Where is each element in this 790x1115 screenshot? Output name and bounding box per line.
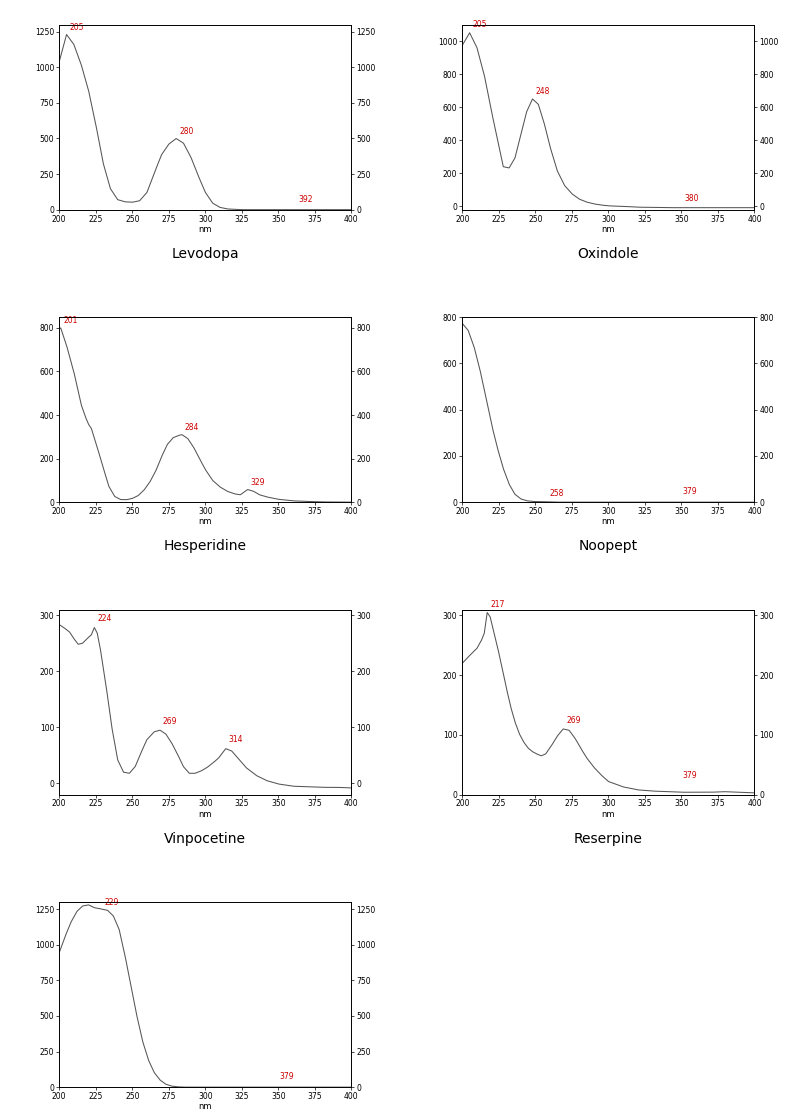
Text: 205: 205 xyxy=(70,22,84,31)
Text: 269: 269 xyxy=(163,717,178,726)
Text: 380: 380 xyxy=(684,194,699,203)
Text: 379: 379 xyxy=(280,1073,295,1082)
Text: 248: 248 xyxy=(536,87,550,96)
Text: 201: 201 xyxy=(64,317,78,326)
Text: 379: 379 xyxy=(683,486,698,496)
Text: 269: 269 xyxy=(566,716,581,726)
X-axis label: nm: nm xyxy=(198,1103,212,1112)
Text: 329: 329 xyxy=(250,478,265,487)
Text: 217: 217 xyxy=(490,600,505,609)
Text: 314: 314 xyxy=(228,735,243,744)
Text: Noopept: Noopept xyxy=(579,540,638,553)
X-axis label: nm: nm xyxy=(602,809,615,818)
Text: 229: 229 xyxy=(104,898,119,906)
Text: Oxindole: Oxindole xyxy=(577,246,639,261)
Text: Levodopa: Levodopa xyxy=(171,246,239,261)
Text: Reserpine: Reserpine xyxy=(574,832,643,845)
Text: 284: 284 xyxy=(185,423,199,432)
X-axis label: nm: nm xyxy=(198,517,212,526)
X-axis label: nm: nm xyxy=(602,517,615,526)
Text: Vinpocetine: Vinpocetine xyxy=(164,832,246,845)
X-axis label: nm: nm xyxy=(198,225,212,234)
Text: 280: 280 xyxy=(179,127,194,136)
Text: Hesperidine: Hesperidine xyxy=(164,540,246,553)
Text: 224: 224 xyxy=(97,614,111,623)
X-axis label: nm: nm xyxy=(602,225,615,234)
X-axis label: nm: nm xyxy=(198,809,212,818)
Text: 205: 205 xyxy=(472,20,487,29)
Text: 258: 258 xyxy=(550,489,564,498)
Text: 379: 379 xyxy=(683,770,698,779)
Text: 392: 392 xyxy=(299,195,314,204)
